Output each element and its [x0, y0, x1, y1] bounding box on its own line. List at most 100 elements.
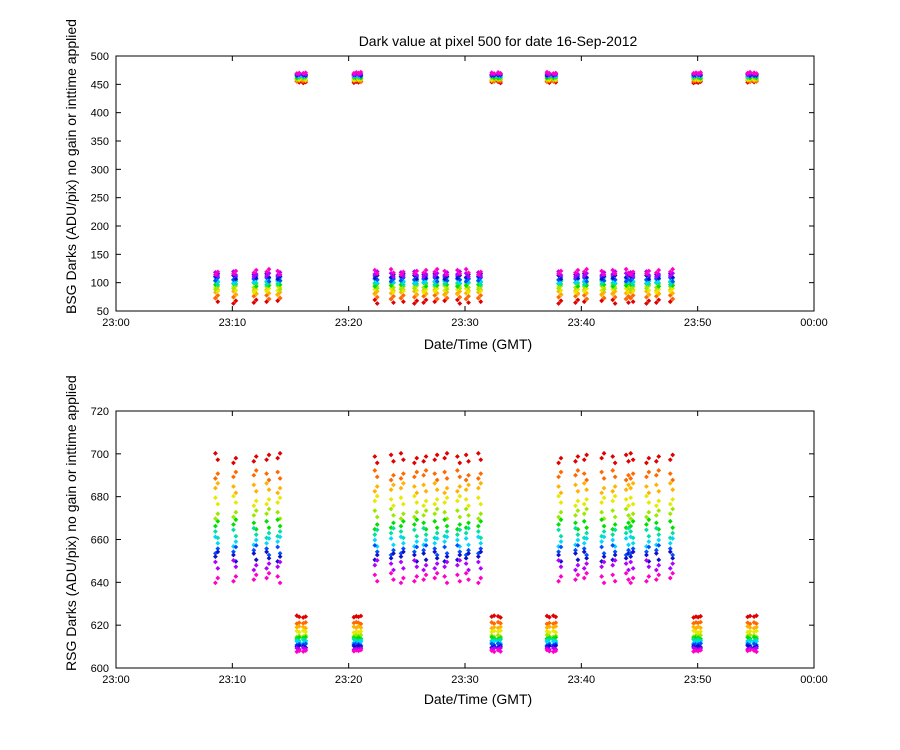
- top-data-points: [213, 69, 759, 306]
- data-point: [653, 503, 659, 509]
- data-point: [421, 520, 427, 526]
- data-point: [646, 539, 652, 545]
- data-point: [628, 485, 634, 491]
- data-point: [466, 285, 471, 290]
- data-point: [231, 271, 236, 277]
- data-point: [296, 624, 302, 629]
- data-point: [251, 525, 257, 531]
- data-point: [457, 552, 463, 558]
- top-panel: Dark value at pixel 500 for date 16-Sep-…: [63, 19, 828, 352]
- data-point: [388, 296, 394, 302]
- data-point: [411, 280, 417, 286]
- data-point: [575, 508, 581, 513]
- data-point: [754, 639, 759, 644]
- data-point: [266, 296, 272, 302]
- data-point: [442, 292, 448, 298]
- data-point: [421, 503, 427, 509]
- data-point: [584, 530, 590, 536]
- data-point: [691, 71, 696, 76]
- data-point: [372, 267, 378, 273]
- data-point: [698, 613, 703, 619]
- data-point: [432, 480, 438, 486]
- data-point: [432, 575, 438, 581]
- data-point: [584, 570, 590, 576]
- data-point: [550, 71, 556, 77]
- data-point: [251, 482, 257, 488]
- data-point: [444, 529, 450, 534]
- data-point: [466, 482, 471, 488]
- data-point: [626, 300, 631, 305]
- data-point: [253, 532, 259, 538]
- data-point: [253, 454, 259, 459]
- data-point: [213, 495, 218, 501]
- data-point: [231, 286, 236, 291]
- data-point: [667, 457, 673, 463]
- data-point: [391, 285, 396, 290]
- data-point: [266, 530, 272, 536]
- data-point: [575, 562, 581, 568]
- data-point: [215, 511, 221, 517]
- data-point: [414, 272, 420, 278]
- data-point: [303, 641, 309, 647]
- y-tick-label: 640: [91, 577, 109, 589]
- x-tick-label: 23:50: [684, 674, 712, 686]
- data-point: [581, 282, 587, 288]
- data-point: [599, 455, 605, 461]
- data-point: [414, 539, 420, 545]
- data-point: [374, 552, 380, 558]
- data-point: [372, 537, 378, 543]
- data-point: [391, 567, 396, 573]
- data-point: [478, 299, 484, 305]
- data-point: [653, 300, 659, 305]
- data-point: [454, 284, 460, 289]
- data-point: [231, 578, 236, 584]
- data-point: [581, 288, 587, 294]
- data-point: [277, 278, 283, 283]
- data-point: [411, 558, 417, 563]
- data-point: [573, 472, 578, 478]
- data-point: [356, 614, 361, 620]
- data-point: [231, 301, 236, 306]
- data-point: [251, 293, 257, 299]
- data-point: [698, 632, 703, 638]
- data-point: [667, 501, 673, 507]
- data-point: [553, 635, 559, 640]
- data-point: [747, 647, 753, 653]
- data-point: [630, 269, 636, 275]
- data-point: [644, 549, 649, 555]
- data-point: [372, 508, 378, 513]
- bottom-x-axis-label: Date/Time (GMT): [424, 691, 532, 707]
- data-point: [670, 552, 676, 558]
- data-point: [478, 288, 484, 294]
- data-point: [610, 287, 616, 292]
- data-point: [457, 301, 463, 306]
- data-point: [253, 468, 259, 473]
- data-point: [670, 530, 676, 536]
- data-point: [581, 549, 587, 555]
- data-point: [466, 577, 471, 583]
- data-point: [558, 533, 564, 539]
- data-point: [388, 555, 394, 561]
- data-point: [231, 474, 236, 480]
- data-point: [475, 529, 481, 534]
- data-point: [623, 487, 629, 493]
- data-point: [667, 471, 673, 477]
- data-point: [556, 460, 561, 466]
- data-point: [463, 570, 469, 576]
- data-point: [599, 276, 605, 282]
- data-point: [353, 619, 359, 625]
- data-point: [463, 279, 469, 284]
- data-point: [275, 509, 281, 515]
- data-point: [498, 615, 503, 620]
- data-point: [233, 517, 239, 523]
- data-point: [581, 269, 587, 275]
- data-point: [656, 572, 662, 578]
- data-point: [454, 562, 460, 568]
- data-point: [457, 493, 463, 499]
- data-point: [498, 637, 503, 642]
- data-point: [478, 518, 484, 524]
- data-point: [653, 547, 659, 553]
- data-point: [277, 272, 283, 277]
- data-point: [434, 536, 440, 541]
- data-point: [215, 549, 221, 555]
